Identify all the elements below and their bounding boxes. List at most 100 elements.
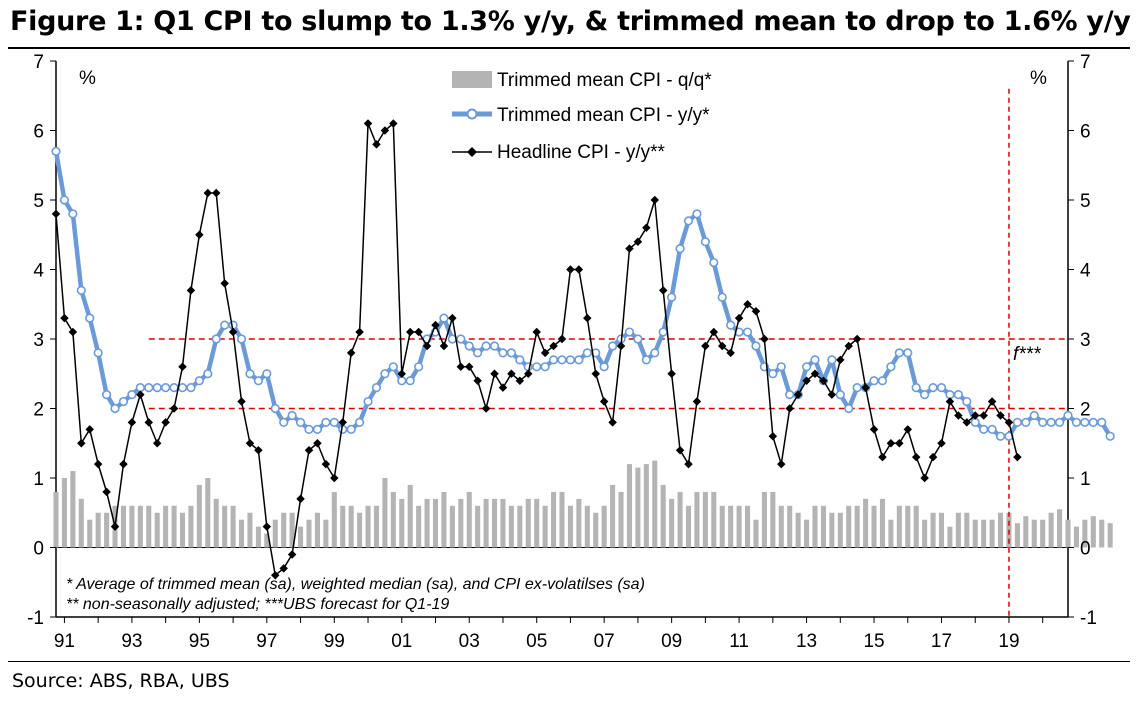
marker-trimmed-yy	[194, 376, 204, 386]
right-y-tick-label: -1	[1080, 608, 1097, 629]
marker-trimmed-yy	[970, 417, 980, 428]
bar-trimmed-qq	[685, 505, 692, 548]
marker-headline-yy	[313, 439, 322, 448]
marker-trimmed-yy	[110, 403, 120, 414]
marker-headline-yy	[93, 459, 103, 469]
marker-headline-yy	[68, 327, 78, 337]
marker-headline-yy	[77, 439, 86, 448]
bar-trimmed-qq	[652, 460, 658, 548]
marker-trimmed-yy	[186, 383, 196, 393]
marker-headline-yy	[920, 473, 929, 483]
marker-trimmed-yy	[245, 369, 255, 379]
bar-trimmed-qq	[407, 484, 413, 548]
bar-trimmed-qq	[340, 505, 346, 548]
marker-headline-yy	[549, 341, 558, 351]
x-tick-label: 93	[121, 631, 142, 652]
left-y-tick-label: 5	[33, 191, 44, 212]
marker-trimmed-yy	[481, 341, 491, 351]
marker-headline-yy	[161, 418, 170, 427]
bar-trimmed-qq	[761, 491, 767, 548]
marker-trimmed-yy	[498, 348, 508, 358]
marker-headline-yy	[178, 362, 187, 372]
bar-trimmed-qq	[508, 505, 514, 548]
marker-headline-yy	[195, 230, 204, 239]
marker-headline-yy	[878, 452, 887, 462]
bar-trimmed-qq	[938, 512, 945, 548]
bar-trimmed-qq	[441, 491, 447, 548]
chart-title: Figure 1: Q1 CPI to slump to 1.3% y/y, &…	[10, 6, 1131, 37]
marker-trimmed-yy	[456, 334, 466, 344]
marker-trimmed-yy	[920, 390, 930, 400]
marker-trimmed-yy	[101, 390, 112, 400]
bar-trimmed-qq	[120, 505, 126, 548]
footnote-2: ** non-seasonally adjusted; ***UBS forec…	[66, 596, 449, 613]
bar-trimmed-qq	[213, 498, 219, 548]
marker-headline-yy	[777, 459, 786, 469]
marker-headline-yy	[583, 313, 592, 323]
marker-headline-yy	[650, 195, 660, 205]
marker-trimmed-yy	[869, 376, 879, 386]
marker-trimmed-yy	[607, 341, 618, 351]
marker-headline-yy	[51, 209, 61, 219]
marker-headline-yy	[785, 404, 794, 413]
bar-trimmed-qq	[171, 505, 177, 548]
bar-trimmed-qq	[239, 519, 245, 548]
bar-trimmed-qq	[998, 512, 1004, 548]
bar-trimmed-qq	[1073, 526, 1079, 548]
bar-trimmed-qq	[601, 505, 607, 548]
x-tick-label: 17	[931, 631, 952, 652]
x-tick-label: 03	[459, 631, 480, 652]
bar-trimmed-qq	[1065, 519, 1071, 548]
marker-headline-yy	[405, 327, 415, 337]
marker-trimmed-yy	[877, 376, 888, 386]
legend: Trimmed mean CPI - q/q* Trimmed mean CPI…	[452, 70, 712, 163]
marker-trimmed-yy	[287, 410, 297, 421]
marker-headline-yy	[203, 188, 213, 198]
bar-trimmed-qq	[129, 505, 135, 548]
marker-headline-yy	[60, 313, 69, 323]
marker-headline-yy	[945, 397, 955, 406]
marker-trimmed-yy	[565, 355, 576, 365]
bar-trimmed-qq	[1023, 516, 1029, 548]
marker-trimmed-yy	[810, 355, 820, 365]
marker-headline-yy	[743, 300, 752, 309]
bar-trimmed-qq	[449, 505, 455, 548]
bar-trimmed-qq	[879, 498, 885, 548]
bar-trimmed-qq	[365, 505, 371, 548]
bar-trimmed-qq	[483, 498, 489, 548]
x-tick-label: 95	[189, 631, 210, 652]
bar-trimmed-qq	[466, 491, 472, 548]
marker-headline-yy	[692, 397, 702, 406]
source-note: Source: ABS, RBA, UBS	[12, 670, 230, 692]
marker-trimmed-yy	[515, 355, 525, 365]
marker-headline-yy	[726, 348, 735, 358]
marker-trimmed-yy	[717, 292, 727, 302]
marker-trimmed-yy	[270, 403, 280, 414]
marker-trimmed-yy	[726, 320, 736, 330]
bar-trimmed-qq	[137, 505, 143, 548]
marker-headline-yy	[228, 327, 238, 337]
bar-trimmed-qq	[795, 512, 801, 548]
bar-trimmed-qq	[205, 478, 211, 548]
right-axis-unit: %	[1030, 68, 1047, 89]
bar-trimmed-qq	[551, 491, 557, 548]
right-y-tick-label: 5	[1080, 191, 1091, 212]
marker-trimmed-yy	[76, 285, 86, 295]
marker-headline-yy	[119, 459, 128, 469]
marker-headline-yy	[515, 376, 525, 385]
marker-trimmed-yy	[683, 216, 694, 226]
marker-headline-yy	[996, 411, 1005, 420]
marker-headline-yy	[169, 404, 179, 413]
bar-trimmed-qq	[820, 505, 826, 548]
marker-headline-yy	[464, 362, 474, 372]
marker-trimmed-yy	[928, 383, 938, 393]
marker-headline-yy	[490, 369, 499, 378]
x-tick-label: 11	[729, 631, 749, 652]
bar-trimmed-qq	[584, 505, 590, 548]
marker-trimmed-yy	[59, 195, 70, 205]
marker-trimmed-yy	[152, 383, 162, 393]
marker-headline-yy	[675, 445, 685, 455]
right-y-tick-label: 4	[1080, 261, 1091, 282]
bar-trimmed-qq	[702, 491, 708, 548]
marker-trimmed-yy	[1029, 410, 1039, 421]
